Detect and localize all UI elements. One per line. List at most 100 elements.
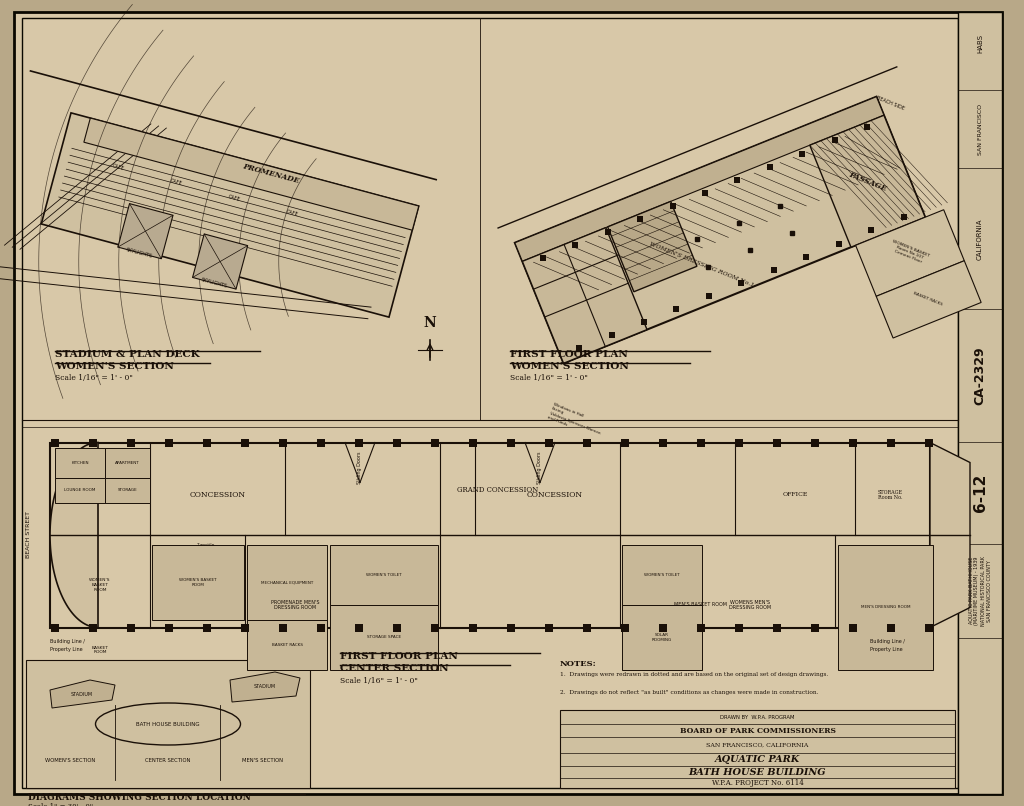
Bar — [26, 660, 310, 788]
Bar — [89, 438, 97, 447]
Bar — [887, 438, 895, 447]
Text: WOMEN'S SECTION: WOMEN'S SECTION — [510, 362, 629, 371]
Text: OFFICE: OFFICE — [782, 492, 808, 497]
Text: Scale 1" = 30' - 0": Scale 1" = 30' - 0" — [28, 803, 93, 806]
Text: WOMEN'S BASKET
Room No.107
Cement Floor: WOMEN'S BASKET Room No.107 Cement Floor — [889, 239, 930, 266]
Bar — [864, 124, 870, 131]
Polygon shape — [877, 260, 981, 338]
Text: CAFE: CAFE — [112, 163, 125, 171]
Bar — [622, 605, 702, 670]
Bar — [203, 624, 211, 631]
Polygon shape — [50, 442, 98, 628]
Polygon shape — [118, 204, 173, 259]
Bar — [393, 624, 401, 631]
Bar — [279, 438, 287, 447]
Bar — [330, 605, 438, 670]
Text: Building Line /: Building Line / — [870, 639, 905, 645]
Bar — [431, 438, 439, 447]
Text: 2.  Drawings do not reflect "as built" conditions as changes were made in constr: 2. Drawings do not reflect "as built" co… — [560, 690, 818, 695]
Bar — [621, 624, 629, 631]
Text: MEN'S SECTION: MEN'S SECTION — [242, 758, 283, 762]
Bar — [925, 438, 933, 447]
Bar — [55, 477, 105, 502]
Polygon shape — [230, 672, 300, 702]
Bar — [583, 438, 591, 447]
Text: Property Line: Property Line — [870, 647, 902, 653]
Text: Building Line /: Building Line / — [50, 639, 85, 645]
Text: GRAND CONCESSION: GRAND CONCESSION — [457, 486, 539, 494]
Text: HABS: HABS — [977, 34, 983, 52]
Bar — [958, 12, 1002, 794]
Polygon shape — [930, 442, 970, 628]
Text: STADIUM & PLAN DECK: STADIUM & PLAN DECK — [55, 350, 200, 359]
Bar — [105, 477, 150, 502]
Text: PASSAGE: PASSAGE — [847, 170, 888, 193]
Bar — [572, 243, 579, 248]
Bar — [540, 256, 546, 261]
Polygon shape — [607, 202, 697, 292]
Bar — [355, 438, 362, 447]
Bar — [803, 254, 809, 260]
Text: WOMEN'S DRESSING ROOM No.1: WOMEN'S DRESSING ROOM No.1 — [648, 241, 755, 288]
Bar — [849, 624, 857, 631]
Bar — [831, 138, 838, 143]
Bar — [469, 624, 477, 631]
Bar — [583, 624, 591, 631]
Text: Property Line: Property Line — [50, 647, 83, 653]
Text: DIAGRAMS SHOWING SECTION LOCATION: DIAGRAMS SHOWING SECTION LOCATION — [28, 793, 251, 802]
Text: SKYLIGHTS: SKYLIGHTS — [125, 247, 153, 259]
Text: BASKET
ROOM: BASKET ROOM — [91, 646, 109, 654]
Text: W.P.A. PROJECT No. 6114: W.P.A. PROJECT No. 6114 — [712, 779, 804, 787]
Bar — [838, 545, 933, 670]
Text: Scale 1/16" = 1' - 0": Scale 1/16" = 1' - 0" — [340, 677, 418, 685]
Text: STADIUM: STADIUM — [254, 684, 276, 689]
Text: 1.  Drawings were redrawn in dotted and are based on the original set of design : 1. Drawings were redrawn in dotted and a… — [560, 672, 828, 677]
Text: N: N — [424, 316, 436, 330]
Bar — [622, 545, 702, 605]
Text: Scale 1/16" = 1' - 0": Scale 1/16" = 1' - 0" — [510, 374, 588, 382]
Bar — [330, 545, 438, 605]
Text: SAN FRANCISCO, CALIFORNIA: SAN FRANCISCO, CALIFORNIA — [707, 742, 809, 748]
Bar — [165, 624, 173, 631]
Bar — [545, 624, 553, 631]
Bar — [279, 624, 287, 631]
Text: WOMEN'S
BASKET
ROOM: WOMEN'S BASKET ROOM — [89, 579, 111, 592]
Bar — [734, 177, 740, 183]
Bar — [621, 438, 629, 447]
Text: STORAGE SPACE: STORAGE SPACE — [367, 635, 401, 639]
Text: MECHANICAL EQUIPMENT: MECHANICAL EQUIPMENT — [261, 580, 313, 584]
Text: WOMEN'S SECTION: WOMEN'S SECTION — [55, 362, 174, 371]
Bar — [105, 447, 150, 477]
Text: BEACH STREET: BEACH STREET — [26, 512, 31, 559]
Text: WOMENS MEN'S
DRESSING ROOM: WOMENS MEN'S DRESSING ROOM — [729, 600, 771, 610]
Polygon shape — [193, 234, 248, 289]
Text: Windows in Hall
Facing
Valdosta Sponsors Women
and Funds: Windows in Hall Facing Valdosta Sponsors… — [547, 402, 604, 439]
Bar — [507, 624, 515, 631]
Text: STADIUM: STADIUM — [71, 692, 93, 696]
Text: CA-2329: CA-2329 — [974, 347, 986, 405]
Bar — [706, 293, 712, 299]
Bar — [735, 438, 743, 447]
Polygon shape — [50, 680, 115, 708]
Bar — [165, 438, 173, 447]
Text: Sliding Doors: Sliding Doors — [357, 451, 362, 484]
Text: BASKET RACKS: BASKET RACKS — [271, 643, 302, 647]
Text: FIRST FLOOR PLAN: FIRST FLOOR PLAN — [340, 652, 458, 661]
Text: LOUNGE ROOM: LOUNGE ROOM — [65, 488, 95, 492]
Bar — [247, 620, 327, 670]
Bar — [800, 151, 805, 156]
Text: APARTMENT: APARTMENT — [115, 460, 140, 464]
Bar — [637, 216, 643, 222]
Text: SKYLIGHTS: SKYLIGHTS — [200, 277, 227, 289]
Text: Turnstile: Turnstile — [196, 543, 214, 547]
Bar — [735, 624, 743, 631]
Bar — [773, 624, 781, 631]
Bar — [868, 227, 874, 234]
Bar — [393, 438, 401, 447]
Bar — [127, 438, 135, 447]
Text: CAFE: CAFE — [170, 178, 183, 187]
Bar — [577, 346, 582, 351]
Bar — [697, 624, 705, 631]
Bar — [674, 306, 680, 312]
Bar — [604, 229, 610, 235]
